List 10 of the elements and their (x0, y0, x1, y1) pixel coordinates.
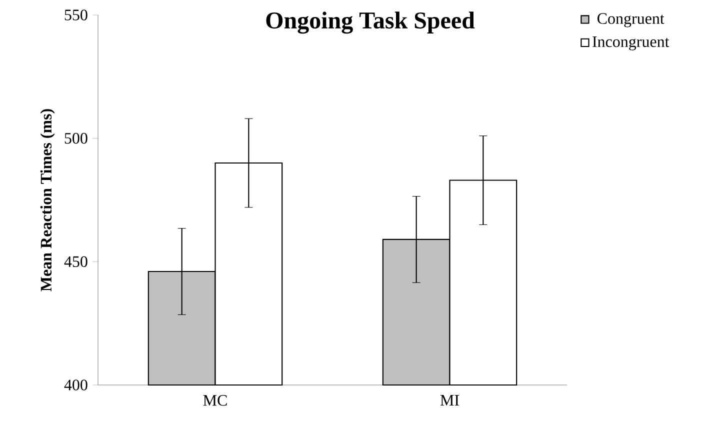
x-tick-label: MC (203, 395, 227, 406)
chart-title: Ongoing Task Speed (266, 12, 475, 34)
x-tick-label: MI (440, 395, 459, 406)
y-tick-label: 500 (64, 132, 88, 144)
y-tick-label: 550 (64, 10, 88, 20)
y-tick-label: 400 (64, 380, 88, 390)
legend-label: Congruent (597, 13, 664, 28)
legend-label: Incongruent (592, 36, 670, 50)
y-tick-label: 450 (64, 256, 88, 268)
y-axis-title: Mean Reaction Times (ms) (40, 109, 55, 292)
